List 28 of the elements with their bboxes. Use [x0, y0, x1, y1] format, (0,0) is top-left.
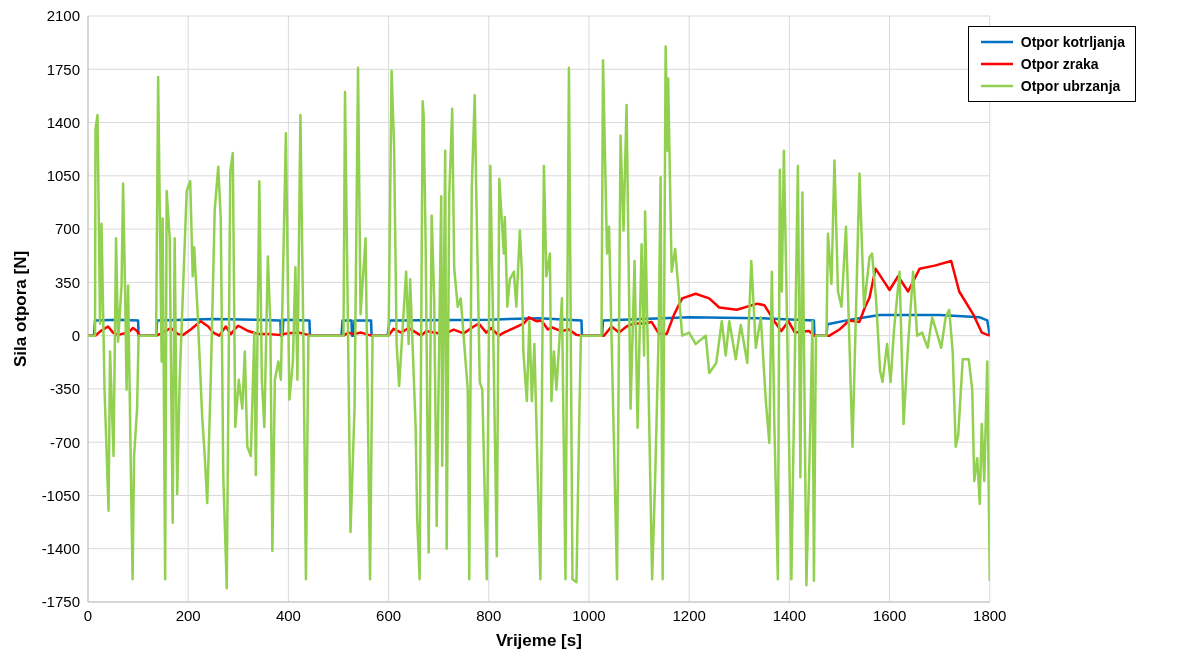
x-tick-label: 1400: [772, 606, 807, 624]
y-tick-label: 1400: [46, 113, 80, 131]
y-axis-title: Sila otpora [N]: [11, 250, 31, 368]
line-series: [88, 45, 990, 590]
y-tick-label: 1050: [46, 167, 80, 185]
y-tick-label: 0: [71, 326, 80, 344]
y-tick-label: -1750: [41, 593, 80, 611]
x-axis-title: Vrijeme [s]: [495, 631, 582, 650]
y-tick-label: 1750: [46, 60, 80, 78]
y-tick-label: -1400: [41, 540, 80, 558]
x-tick-label: 1000: [572, 606, 606, 624]
y-tick-label: -350: [49, 380, 80, 398]
y-tick-label: 2100: [46, 7, 80, 25]
x-tick-label: 1800: [973, 606, 1007, 624]
x-tick-label: 400: [275, 606, 301, 624]
y-tick-label: 700: [54, 220, 80, 238]
y-tick-label: -1050: [41, 486, 80, 504]
legend-label: Otpor zraka: [1020, 56, 1099, 72]
x-tick-label: 800: [476, 606, 502, 624]
legend-label: Otpor ubrzanja: [1020, 78, 1121, 94]
x-tick-label: 1600: [872, 606, 907, 624]
y-tick-label: -700: [49, 433, 80, 451]
x-tick-label: 600: [376, 606, 402, 624]
x-tick-label: 200: [175, 606, 201, 624]
x-tick-label: 1200: [672, 606, 706, 624]
x-tick-label: 0: [83, 606, 93, 624]
legend-label: Otpor kotrljanja: [1020, 34, 1125, 50]
y-tick-label: 350: [54, 273, 80, 291]
